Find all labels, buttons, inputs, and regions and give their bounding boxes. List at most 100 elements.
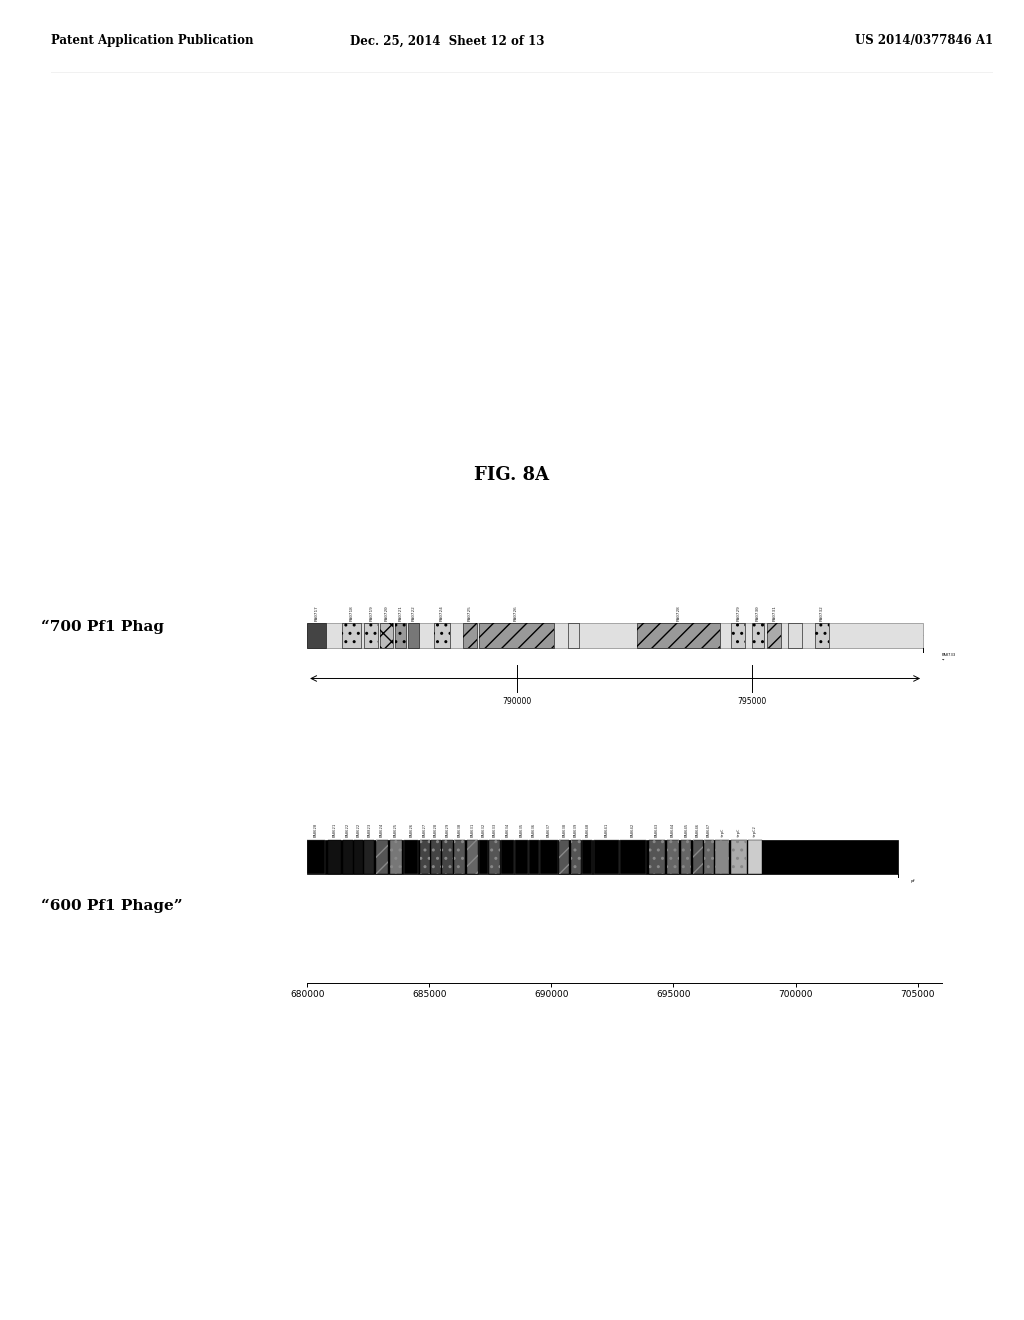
Text: PA0633: PA0633 — [493, 822, 497, 837]
Text: PA0720: PA0720 — [385, 606, 388, 622]
Bar — [376, 840, 388, 874]
Bar — [541, 840, 558, 874]
Bar — [307, 623, 327, 648]
Text: PA0635: PA0635 — [519, 822, 523, 837]
Bar — [752, 623, 764, 648]
Bar — [582, 840, 592, 874]
Text: PA0636: PA0636 — [531, 822, 536, 837]
Text: PA0733
→: PA0733 → — [942, 652, 956, 661]
Text: PA0718: PA0718 — [349, 606, 353, 622]
Bar — [404, 840, 418, 874]
Text: PA0622: PA0622 — [356, 822, 360, 837]
Bar — [788, 623, 803, 648]
Text: PA0823: PA0823 — [368, 822, 372, 837]
Bar — [649, 840, 665, 874]
Bar — [365, 623, 378, 648]
Bar — [649, 840, 665, 874]
Text: “700 Pf1 Phag: “700 Pf1 Phag — [41, 620, 164, 634]
Bar — [420, 840, 430, 874]
Text: “600 Pf1 Phage”: “600 Pf1 Phage” — [41, 899, 182, 912]
Bar — [528, 840, 539, 874]
Bar — [342, 623, 361, 648]
Bar — [463, 623, 477, 648]
Bar — [501, 840, 513, 874]
Bar — [467, 840, 478, 874]
Text: PA0719: PA0719 — [370, 606, 374, 622]
Text: PA0729: PA0729 — [736, 606, 740, 622]
Text: PA0639: PA0639 — [573, 822, 578, 837]
Bar — [380, 623, 393, 648]
Bar — [307, 840, 898, 874]
Text: PA0622: PA0622 — [346, 822, 350, 837]
Text: PA0638: PA0638 — [562, 822, 566, 837]
Text: trpC2: trpC2 — [753, 825, 757, 837]
Bar — [365, 840, 375, 874]
Bar — [376, 840, 388, 874]
Bar — [434, 623, 451, 648]
Bar — [681, 840, 691, 874]
Text: PA0722: PA0722 — [412, 606, 415, 622]
Text: PA0637: PA0637 — [547, 822, 551, 837]
Text: PA0647: PA0647 — [708, 822, 711, 837]
Bar — [395, 623, 407, 648]
Bar — [467, 840, 478, 874]
Text: PA0629: PA0629 — [445, 822, 450, 837]
Bar — [748, 840, 762, 874]
Bar — [692, 840, 702, 874]
Text: PA0725: PA0725 — [468, 606, 472, 622]
Bar — [716, 840, 729, 874]
Text: FIG. 8A: FIG. 8A — [474, 466, 550, 484]
Bar — [442, 840, 453, 874]
Bar — [621, 840, 645, 874]
Text: PA0626: PA0626 — [410, 822, 414, 837]
Text: PA0642: PA0642 — [631, 822, 635, 837]
Bar — [559, 840, 569, 874]
Bar — [342, 623, 361, 648]
Text: PA0627: PA0627 — [423, 822, 427, 837]
Bar — [692, 840, 702, 874]
Bar — [343, 840, 353, 874]
Bar — [767, 623, 781, 648]
Bar — [637, 623, 720, 648]
Bar — [731, 623, 745, 648]
Bar — [705, 840, 714, 874]
Bar — [478, 623, 554, 648]
Text: Dec. 25, 2014  Sheet 12 of 13: Dec. 25, 2014 Sheet 12 of 13 — [349, 34, 544, 48]
Text: PA0634: PA0634 — [505, 822, 509, 837]
Text: PA0644: PA0644 — [671, 822, 675, 837]
Bar — [354, 840, 364, 874]
Bar — [716, 840, 729, 874]
Text: Patent Application Publication: Patent Application Publication — [51, 34, 254, 48]
Bar — [667, 840, 679, 874]
Bar — [731, 840, 746, 874]
Text: PA0630: PA0630 — [458, 822, 462, 837]
Text: PA0632: PA0632 — [481, 822, 485, 837]
Bar — [515, 840, 527, 874]
Bar — [420, 840, 430, 874]
Bar — [442, 840, 453, 874]
Text: PA0645: PA0645 — [684, 822, 688, 837]
Text: PA0646: PA0646 — [695, 822, 699, 837]
Bar — [667, 840, 679, 874]
Bar — [390, 840, 402, 874]
Text: PA0732: PA0732 — [820, 606, 824, 622]
Bar — [463, 623, 477, 648]
Bar — [434, 623, 451, 648]
Text: PA0728: PA0728 — [677, 606, 681, 622]
Text: PA0640: PA0640 — [585, 822, 589, 837]
Bar — [307, 840, 325, 874]
Text: PA0624: PA0624 — [380, 822, 384, 837]
Text: US 2014/0377846 A1: US 2014/0377846 A1 — [855, 34, 993, 48]
Text: 790000: 790000 — [502, 697, 531, 706]
Text: PA0631: PA0631 — [470, 822, 474, 837]
Text: PA0641: PA0641 — [604, 822, 608, 837]
Text: trpC: trpC — [721, 828, 724, 837]
Bar — [365, 623, 378, 648]
Bar — [489, 840, 500, 874]
Text: PA0621: PA0621 — [333, 822, 337, 837]
Text: trpC: trpC — [736, 828, 740, 837]
Text: PA0643: PA0643 — [654, 822, 658, 837]
Text: 795000: 795000 — [737, 697, 766, 706]
Bar — [681, 840, 691, 874]
Bar — [408, 623, 419, 648]
